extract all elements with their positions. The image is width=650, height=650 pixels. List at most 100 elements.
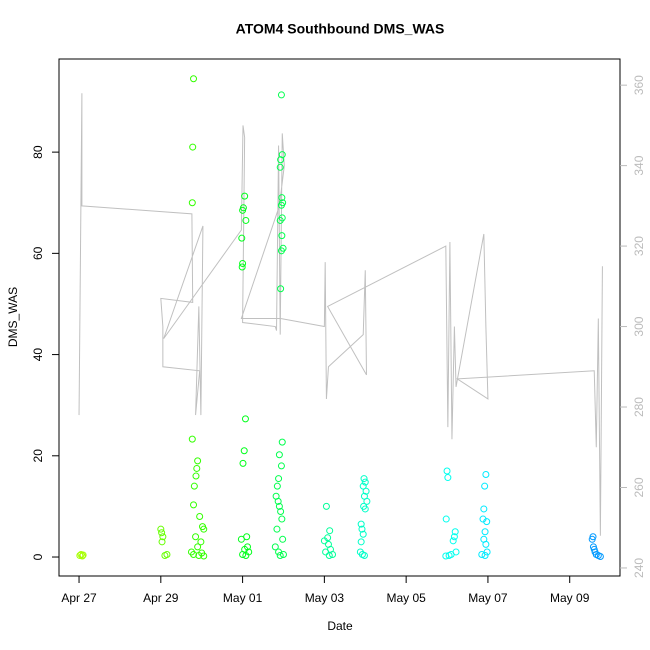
x-tick-label: May 09 <box>550 591 590 605</box>
x-axis-label: Date <box>327 619 353 633</box>
point <box>277 285 285 293</box>
point <box>277 247 285 255</box>
y2-tick-label: 240 <box>632 558 646 578</box>
point <box>279 535 287 543</box>
point <box>450 533 458 541</box>
point <box>359 482 367 490</box>
y2-tick-label: 300 <box>632 316 646 336</box>
point <box>275 475 283 483</box>
point <box>195 552 203 560</box>
y2-tick-label: 340 <box>632 155 646 175</box>
point <box>481 528 489 536</box>
point <box>278 151 286 159</box>
point <box>276 552 284 560</box>
point <box>194 543 202 551</box>
x-tick-label: May 07 <box>468 591 508 605</box>
point <box>277 201 285 209</box>
point <box>196 513 204 521</box>
point <box>596 553 604 561</box>
point <box>190 550 198 558</box>
point <box>322 502 330 510</box>
y2-tick-label: 280 <box>632 397 646 417</box>
point <box>481 482 489 490</box>
point <box>449 537 457 545</box>
point <box>78 552 86 560</box>
point <box>239 550 247 558</box>
point <box>190 482 198 490</box>
point <box>481 552 489 560</box>
point <box>278 194 286 202</box>
point <box>278 515 286 523</box>
x-tick-label: May 05 <box>386 591 426 605</box>
point <box>200 552 208 560</box>
point <box>238 234 246 242</box>
y2-tick-label: 360 <box>632 75 646 95</box>
y-tick-label: 20 <box>31 449 45 463</box>
point <box>322 548 330 556</box>
point <box>188 435 196 443</box>
point <box>443 467 451 475</box>
point <box>480 505 488 513</box>
point <box>276 163 284 171</box>
point <box>240 447 248 455</box>
point <box>445 552 453 560</box>
point <box>200 525 208 533</box>
point <box>192 533 200 541</box>
point <box>358 525 366 533</box>
point <box>158 538 166 546</box>
x-tick-label: Apr 27 <box>61 591 97 605</box>
point <box>192 472 200 480</box>
x-tick-label: May 01 <box>223 591 263 605</box>
point <box>442 552 450 560</box>
point <box>242 552 250 560</box>
point <box>237 535 245 543</box>
y-tick-label: 60 <box>31 246 45 260</box>
plot-frame <box>58 58 621 577</box>
point <box>360 475 368 483</box>
y2-tick-label: 260 <box>632 477 646 497</box>
point <box>442 515 450 523</box>
point <box>326 527 334 535</box>
point <box>238 263 246 271</box>
point <box>277 507 285 515</box>
point <box>277 91 285 99</box>
point <box>482 471 490 479</box>
point <box>239 259 247 267</box>
point <box>273 525 281 533</box>
point <box>276 216 284 224</box>
y-axis-label: DMS_WAS <box>6 287 20 347</box>
point <box>239 459 247 467</box>
point <box>158 529 166 537</box>
point <box>277 462 285 470</box>
point <box>194 457 202 465</box>
point <box>278 438 286 446</box>
point <box>360 552 368 560</box>
point <box>325 552 333 560</box>
point <box>190 75 198 83</box>
point <box>361 505 369 513</box>
point <box>197 538 205 546</box>
point <box>451 528 459 536</box>
point <box>444 474 452 482</box>
point <box>157 525 165 533</box>
point <box>588 535 596 543</box>
point <box>483 518 491 526</box>
point <box>79 551 87 559</box>
y-tick-label: 40 <box>31 348 45 362</box>
point <box>242 216 250 224</box>
point <box>362 487 370 495</box>
point <box>363 497 371 505</box>
point <box>357 520 365 528</box>
y-tick-label: 80 <box>31 145 45 159</box>
point <box>278 232 286 240</box>
point <box>279 550 287 558</box>
point <box>275 451 283 459</box>
chart-title: ATOM4 Southbound DMS_WAS <box>236 21 445 37</box>
point <box>329 550 337 558</box>
point <box>189 143 197 151</box>
point <box>275 502 283 510</box>
point <box>274 497 282 505</box>
point <box>193 464 201 472</box>
